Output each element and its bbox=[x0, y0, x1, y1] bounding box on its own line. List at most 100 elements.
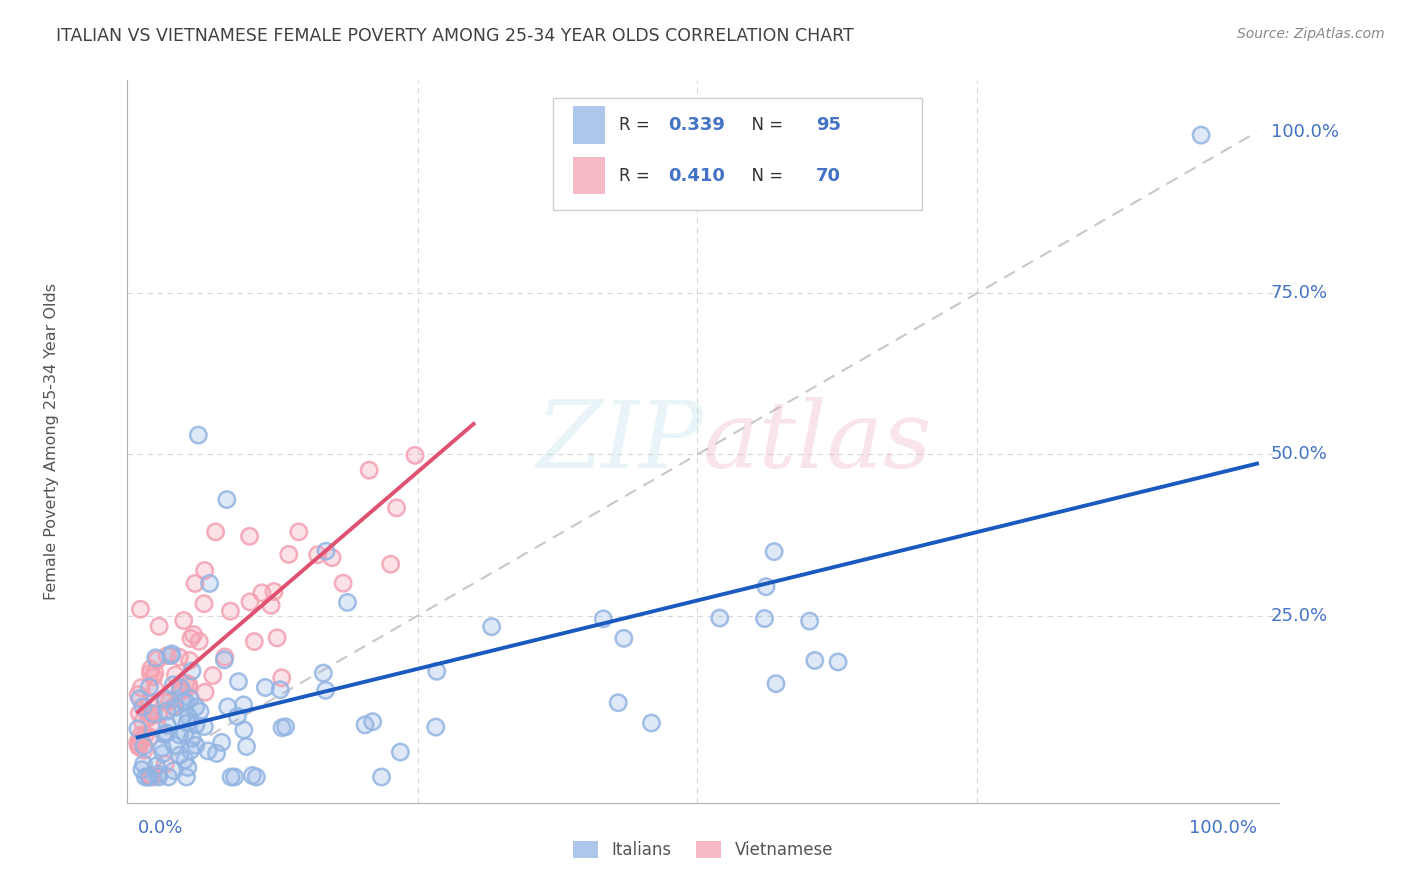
Point bbox=[194, 685, 217, 699]
Point bbox=[1189, 128, 1212, 142]
Point bbox=[177, 709, 200, 723]
Point bbox=[139, 706, 162, 721]
Point bbox=[226, 709, 249, 723]
Point bbox=[592, 612, 614, 626]
Text: 100.0%: 100.0% bbox=[1189, 819, 1257, 837]
Point bbox=[157, 770, 180, 784]
Point bbox=[193, 720, 215, 734]
Point bbox=[763, 544, 786, 558]
Point bbox=[139, 706, 162, 721]
Point bbox=[592, 612, 614, 626]
Point bbox=[239, 595, 262, 609]
Point bbox=[148, 707, 170, 722]
Point bbox=[127, 722, 149, 736]
Point bbox=[804, 653, 827, 667]
Point bbox=[404, 448, 426, 462]
Point bbox=[163, 739, 186, 753]
Point bbox=[139, 662, 162, 676]
Point bbox=[481, 620, 503, 634]
Point bbox=[184, 718, 207, 732]
Point bbox=[197, 744, 219, 758]
Text: ITALIAN VS VIETNAMESE FEMALE POVERTY AMONG 25-34 YEAR OLDS CORRELATION CHART: ITALIAN VS VIETNAMESE FEMALE POVERTY AMO… bbox=[56, 27, 853, 45]
Point bbox=[274, 720, 297, 734]
Point bbox=[127, 688, 149, 702]
Point bbox=[359, 463, 381, 477]
Point bbox=[765, 676, 787, 690]
Point bbox=[129, 681, 152, 695]
Point bbox=[143, 665, 166, 680]
Point bbox=[260, 599, 283, 613]
Point bbox=[254, 681, 277, 695]
Point bbox=[129, 728, 152, 742]
Point bbox=[217, 699, 239, 714]
Point bbox=[288, 524, 311, 539]
Point bbox=[187, 428, 209, 442]
Point bbox=[159, 695, 181, 709]
Point bbox=[184, 700, 207, 714]
Point bbox=[312, 666, 335, 681]
Point bbox=[228, 674, 250, 689]
Point bbox=[148, 770, 170, 784]
Point bbox=[132, 757, 155, 772]
Point bbox=[607, 696, 630, 710]
Point bbox=[765, 676, 787, 690]
Point bbox=[254, 681, 277, 695]
Point bbox=[232, 698, 254, 712]
Point bbox=[177, 760, 200, 774]
Point bbox=[204, 524, 226, 539]
Text: Female Poverty Among 25-34 Year Olds: Female Poverty Among 25-34 Year Olds bbox=[44, 283, 59, 600]
Point bbox=[162, 678, 184, 692]
Point bbox=[201, 668, 224, 682]
Point bbox=[156, 718, 179, 732]
Point bbox=[156, 726, 179, 740]
Point bbox=[754, 611, 776, 625]
Point bbox=[170, 681, 193, 695]
Point bbox=[389, 745, 412, 759]
Point bbox=[176, 716, 198, 731]
Point bbox=[160, 647, 183, 661]
Point bbox=[145, 758, 167, 772]
Point bbox=[243, 634, 266, 648]
Point bbox=[354, 718, 377, 732]
Point bbox=[138, 770, 160, 784]
Point bbox=[180, 632, 202, 646]
Point bbox=[139, 707, 162, 722]
Point bbox=[155, 692, 177, 706]
Point bbox=[607, 696, 630, 710]
Point bbox=[146, 652, 169, 666]
Point bbox=[139, 662, 162, 676]
Point bbox=[145, 650, 167, 665]
Point bbox=[425, 720, 447, 734]
Point bbox=[179, 691, 201, 706]
Point bbox=[184, 739, 207, 753]
Point bbox=[142, 670, 165, 684]
Point bbox=[139, 730, 162, 744]
Point bbox=[142, 670, 165, 684]
Point bbox=[228, 674, 250, 689]
Point bbox=[179, 653, 201, 667]
Point bbox=[156, 726, 179, 740]
Point bbox=[755, 580, 778, 594]
Point bbox=[127, 738, 149, 752]
Point bbox=[235, 739, 257, 754]
Point bbox=[145, 758, 167, 772]
Point bbox=[184, 576, 207, 591]
Point bbox=[173, 726, 195, 740]
Point bbox=[174, 753, 197, 767]
Point bbox=[138, 680, 160, 694]
Text: N =: N = bbox=[741, 167, 789, 185]
Point bbox=[150, 740, 173, 755]
Point bbox=[277, 547, 299, 561]
Point bbox=[239, 595, 262, 609]
Point bbox=[215, 492, 238, 507]
Text: 50.0%: 50.0% bbox=[1271, 445, 1327, 464]
Point bbox=[205, 747, 228, 761]
Point bbox=[180, 743, 202, 757]
Point bbox=[385, 500, 408, 515]
Point bbox=[127, 735, 149, 749]
Point bbox=[180, 743, 202, 757]
Point bbox=[148, 770, 170, 784]
Point bbox=[763, 544, 786, 558]
Point bbox=[640, 716, 662, 731]
Point bbox=[153, 695, 176, 709]
